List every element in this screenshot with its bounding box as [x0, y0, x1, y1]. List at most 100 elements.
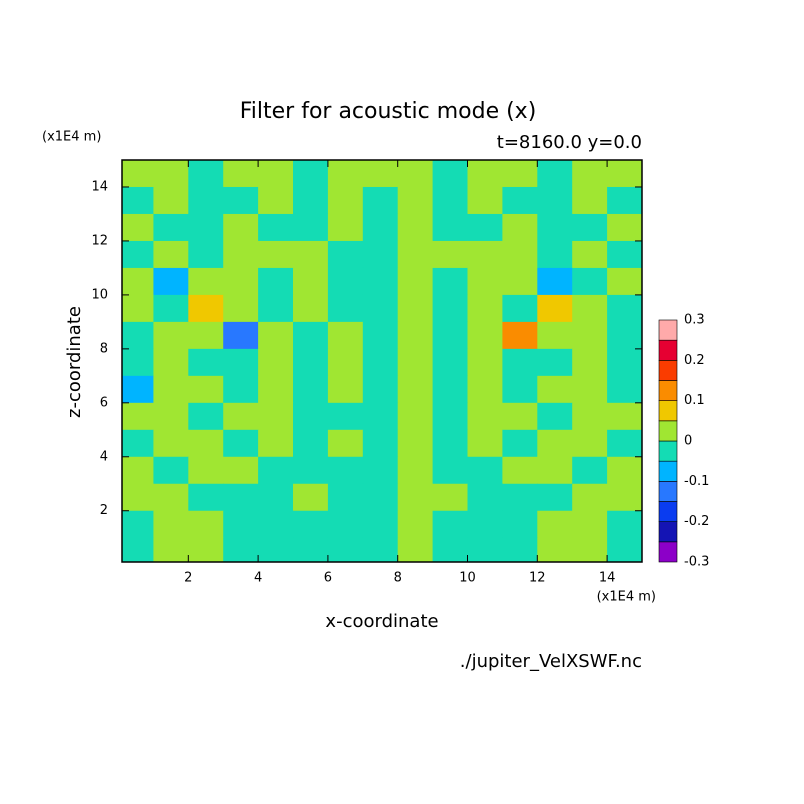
- field-cell: [153, 321, 189, 350]
- colorbar-label: 0.3: [684, 313, 705, 328]
- field-cell: [188, 483, 224, 512]
- field-cell: [397, 456, 434, 485]
- field-cell: [502, 240, 538, 269]
- colorbar-label: -0.2: [684, 514, 709, 529]
- field-cell: [467, 348, 503, 377]
- field-cell: [188, 348, 224, 377]
- field-cell: [153, 240, 189, 269]
- field-cell: [537, 213, 573, 242]
- field-cell: [293, 456, 329, 485]
- field-cell: [122, 402, 154, 431]
- field-cell: [502, 510, 538, 539]
- y-unit: (x1E4 m): [42, 130, 101, 145]
- field-cell: [432, 186, 469, 215]
- field-cell: [327, 186, 364, 215]
- field-cell: [432, 267, 469, 296]
- field-cell: [293, 375, 329, 404]
- field-cell: [327, 537, 364, 562]
- field-cell: [362, 294, 399, 323]
- field-cell: [572, 402, 608, 431]
- y-tick-label: 8: [100, 341, 108, 356]
- field-cell: [122, 294, 154, 323]
- field-cell: [502, 456, 538, 485]
- field-cell: [153, 483, 189, 512]
- field-cell: [432, 537, 469, 562]
- field-cell: [153, 456, 189, 485]
- field-cell: [223, 375, 259, 404]
- field-cell: [223, 294, 259, 323]
- field-cell: [188, 160, 224, 188]
- field-cell: [327, 213, 364, 242]
- field-cell: [293, 213, 329, 242]
- field-cell: [153, 267, 189, 296]
- source-label: ./jupiter_VelXSWF.nc: [460, 651, 642, 672]
- field-cell: [293, 267, 329, 296]
- field-cell: [607, 429, 642, 458]
- colorbar-segment: [658, 319, 678, 341]
- x-tick-label: 14: [599, 571, 616, 586]
- field-cell: [537, 348, 573, 377]
- field-cell: [258, 160, 294, 188]
- field-cell: [327, 160, 364, 188]
- x-tick-label: 4: [254, 571, 262, 586]
- field-cell: [122, 267, 154, 296]
- field-cell: [223, 537, 259, 562]
- field-cell: [327, 240, 364, 269]
- field-cell: [362, 429, 399, 458]
- field-cell: [572, 375, 608, 404]
- y-tick-label: 14: [91, 179, 108, 194]
- field-cell: [293, 510, 329, 539]
- field-cell: [467, 213, 503, 242]
- field-cell: [258, 294, 294, 323]
- x-tick-label: 12: [529, 571, 546, 586]
- field-cell: [432, 483, 469, 512]
- field-cell: [153, 348, 189, 377]
- field-cell: [293, 294, 329, 323]
- field-cell: [607, 160, 642, 188]
- field-cell: [537, 321, 573, 350]
- field-cell: [293, 348, 329, 377]
- field-cell: [188, 429, 224, 458]
- field-cell: [362, 321, 399, 350]
- field-cell: [188, 456, 224, 485]
- field-cell: [467, 160, 503, 188]
- field-cell: [502, 160, 538, 188]
- field-cell: [362, 348, 399, 377]
- field-cell: [467, 510, 503, 539]
- chart-subtitle: t=8160.0 y=0.0: [497, 132, 642, 153]
- field-cell: [572, 213, 608, 242]
- field-cell: [397, 160, 434, 188]
- field-cell: [397, 213, 434, 242]
- field-cell: [362, 240, 399, 269]
- field-cell: [397, 186, 434, 215]
- field-cell: [223, 402, 259, 431]
- field-cell: [258, 321, 294, 350]
- field-cell: [293, 186, 329, 215]
- field-cell: [572, 537, 608, 562]
- field-cell: [188, 402, 224, 431]
- field-cell: [467, 429, 503, 458]
- colorbar-label: -0.3: [684, 555, 709, 570]
- field-cell: [432, 294, 469, 323]
- field-cell: [502, 375, 538, 404]
- field-cell: [188, 213, 224, 242]
- field-cell: [327, 483, 364, 512]
- field-cell: [607, 537, 642, 562]
- x-tick-label: 6: [324, 571, 332, 586]
- colorbar-segment: [658, 501, 678, 522]
- field-cell: [293, 429, 329, 458]
- field-cell: [122, 348, 154, 377]
- field-cell: [467, 240, 503, 269]
- field-cell: [327, 456, 364, 485]
- field-cell: [223, 267, 259, 296]
- field-cell: [537, 294, 573, 323]
- colorbar-label: -0.1: [684, 474, 709, 489]
- field-cell: [362, 483, 399, 512]
- field-cell: [188, 321, 224, 350]
- colorbar-segment: [658, 440, 678, 462]
- colorbar-segment: [658, 360, 678, 381]
- field-cell: [153, 160, 189, 188]
- field-cell: [153, 537, 189, 562]
- field-cell: [327, 294, 364, 323]
